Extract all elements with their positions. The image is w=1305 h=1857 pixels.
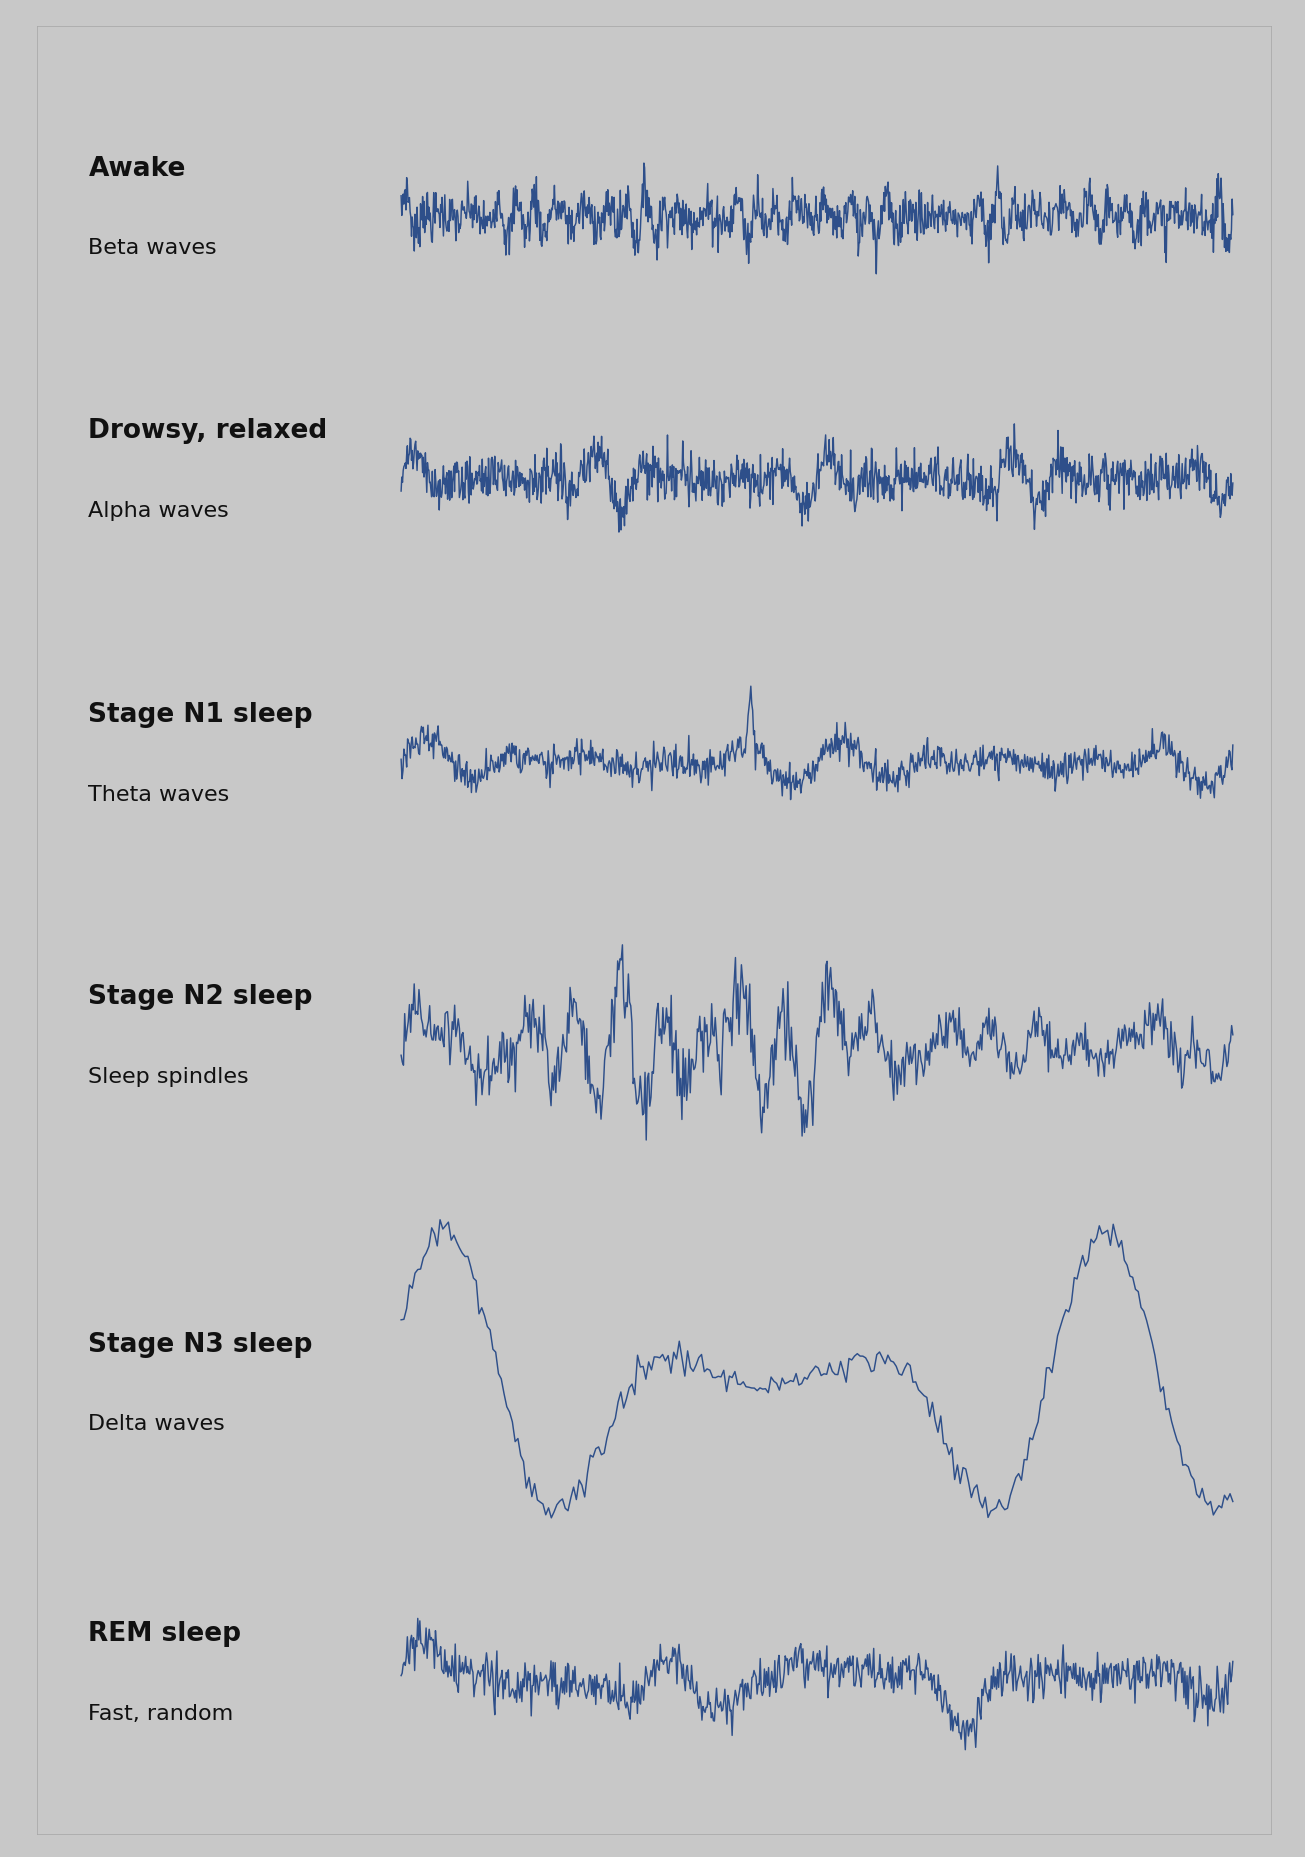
Text: Beta waves: Beta waves — [89, 238, 217, 258]
Text: Drowsy, relaxed: Drowsy, relaxed — [89, 418, 328, 444]
Text: Sleep spindles: Sleep spindles — [89, 1068, 249, 1086]
Text: Fast, random: Fast, random — [89, 1703, 234, 1723]
Text: Stage N1 sleep: Stage N1 sleep — [89, 702, 313, 728]
Text: Delta waves: Delta waves — [89, 1415, 226, 1434]
Text: Theta waves: Theta waves — [89, 786, 230, 804]
Text: Awake: Awake — [89, 156, 185, 182]
Text: REM sleep: REM sleep — [89, 1621, 241, 1647]
Text: Stage N2 sleep: Stage N2 sleep — [89, 984, 313, 1010]
Text: Alpha waves: Alpha waves — [89, 501, 230, 520]
Text: Stage N3 sleep: Stage N3 sleep — [89, 1331, 313, 1357]
